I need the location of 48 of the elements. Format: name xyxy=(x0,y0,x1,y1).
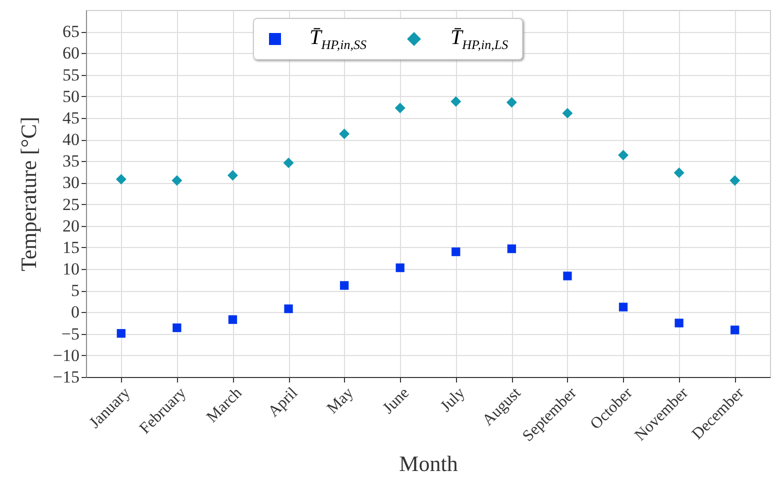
y-tick-label: 30 xyxy=(62,173,80,192)
y-tick-label: 15 xyxy=(62,238,80,257)
point xyxy=(730,326,740,334)
y-tick-label: 25 xyxy=(62,194,80,214)
y-tick-label: −15 xyxy=(52,368,80,386)
point xyxy=(172,323,182,332)
point xyxy=(674,168,684,178)
y-tick-label: −10 xyxy=(52,346,80,365)
y-tick-label: −5 xyxy=(61,324,80,344)
x-tick-label: May xyxy=(324,384,357,418)
point xyxy=(394,102,406,114)
point xyxy=(618,302,628,312)
point xyxy=(507,244,516,254)
point xyxy=(396,263,404,272)
point xyxy=(116,329,126,338)
y-tick-label: 40 xyxy=(62,130,80,150)
x-axis-title: Month xyxy=(399,451,458,476)
point xyxy=(450,96,462,107)
y-tick-label: 55 xyxy=(62,65,80,84)
point xyxy=(116,174,126,184)
x-tick-label: June xyxy=(380,384,413,418)
point xyxy=(172,175,182,186)
point xyxy=(563,272,572,280)
point xyxy=(562,108,573,118)
y-tick-label: 45 xyxy=(62,108,80,128)
y-tick-label: 65 xyxy=(62,22,80,42)
y-tick-label: 10 xyxy=(62,260,80,279)
y-tick-label: 5 xyxy=(71,281,80,300)
y-tick-label: 20 xyxy=(62,216,80,236)
legend-label: T̄$_{HP,in,LS}$ xyxy=(450,25,508,54)
y-tick-label: 35 xyxy=(62,152,80,171)
legend-label: T̄$_{HP,in,SS}$ xyxy=(310,25,366,54)
point xyxy=(283,158,294,168)
point xyxy=(506,97,517,108)
point xyxy=(618,150,629,160)
point xyxy=(228,315,238,324)
y-tick-label: 50 xyxy=(62,86,80,106)
y-tick-label: 0 xyxy=(71,302,80,322)
point xyxy=(730,175,740,186)
x-tick-label: July xyxy=(438,384,468,416)
y-tick-label: 60 xyxy=(62,44,80,63)
point xyxy=(284,304,293,314)
point xyxy=(674,318,684,328)
point xyxy=(452,247,460,256)
point xyxy=(339,128,350,140)
point xyxy=(340,281,349,290)
point xyxy=(227,170,238,181)
y-axis-title: Temperature [°C] xyxy=(16,116,41,272)
